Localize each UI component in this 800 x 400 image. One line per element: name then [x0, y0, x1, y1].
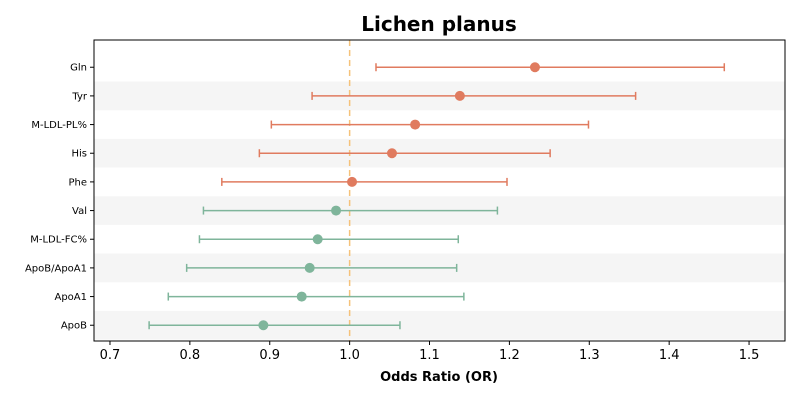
or-point — [258, 320, 269, 331]
y-tick-labels: Gln Tyr M-LDL-PL% His Phe Val M-LDL-FC% ApoB/Ap… — [25, 63, 94, 332]
y-tick-label: Gln — [70, 63, 87, 74]
plot-frame — [93, 39, 786, 342]
or-point — [296, 291, 307, 302]
or-point — [347, 176, 358, 187]
or-point — [312, 234, 323, 245]
x-tick-label: 0.7 — [100, 348, 121, 363]
x-ticks: 0.7 0.8 0.9 1.0 1.1 1.2 1.3 1.4 1.5 — [100, 341, 760, 363]
or-point — [331, 205, 342, 216]
y-tick-label: ApoA1 — [54, 292, 87, 303]
x-tick-label: 1.2 — [499, 348, 520, 363]
or-point — [410, 119, 421, 130]
or-point — [454, 90, 465, 101]
x-tick-label: 1.5 — [739, 348, 760, 363]
y-tick-label: M-LDL-FC% — [30, 235, 87, 246]
y-tick-label: Phe — [68, 177, 87, 188]
or-point — [386, 148, 397, 159]
chart-marks — [148, 62, 726, 331]
x-tick-label: 0.8 — [180, 348, 201, 363]
or-point — [304, 262, 315, 273]
x-tick-label: 1.1 — [419, 348, 440, 363]
x-tick-label: 1.4 — [659, 348, 680, 363]
x-tick-label: 1.3 — [579, 348, 600, 363]
y-tick-label: ApoB — [61, 321, 87, 332]
chart-title: Lichen planus — [361, 12, 517, 36]
y-tick-label: His — [71, 149, 87, 160]
y-tick-label: Val — [72, 206, 87, 217]
x-axis-label: Odds Ratio (OR) — [380, 370, 498, 385]
x-tick-label: 1.0 — [339, 348, 360, 363]
y-tick-label: ApoB/ApoA1 — [25, 263, 87, 274]
y-tick-label: Tyr — [71, 91, 87, 102]
x-tick-label: 0.9 — [259, 348, 280, 363]
or-point — [529, 62, 540, 73]
y-tick-label: M-LDL-PL% — [31, 120, 87, 131]
